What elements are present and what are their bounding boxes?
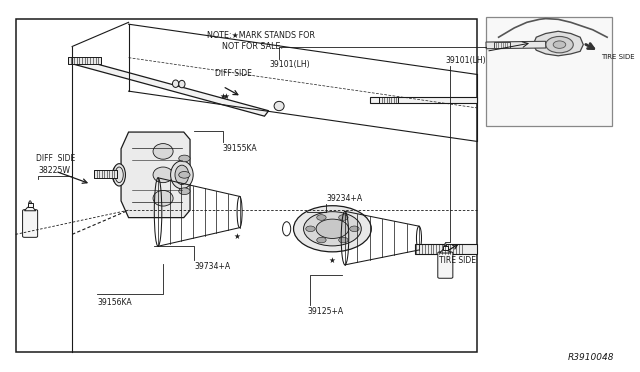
Circle shape (339, 215, 348, 220)
Bar (443, 246, 448, 250)
Text: DIFF  SIDE: DIFF SIDE (36, 154, 76, 163)
Text: 39101(LH): 39101(LH) (269, 60, 310, 68)
Ellipse shape (153, 190, 173, 206)
Circle shape (306, 226, 315, 231)
Text: TIRE SIDE: TIRE SIDE (601, 54, 634, 60)
Circle shape (339, 237, 348, 243)
Text: 39234+A: 39234+A (326, 194, 362, 203)
Ellipse shape (171, 161, 193, 189)
Circle shape (553, 41, 566, 48)
Ellipse shape (179, 80, 185, 88)
Ellipse shape (274, 102, 284, 111)
Ellipse shape (153, 167, 173, 183)
Circle shape (303, 212, 361, 246)
Ellipse shape (112, 166, 122, 184)
Text: ★: ★ (234, 232, 241, 241)
FancyBboxPatch shape (68, 57, 101, 64)
Polygon shape (29, 201, 31, 203)
Text: ★: ★ (329, 256, 336, 265)
Polygon shape (24, 207, 36, 211)
Ellipse shape (173, 80, 179, 87)
Bar (486, 17, 612, 126)
FancyBboxPatch shape (494, 42, 509, 48)
FancyBboxPatch shape (94, 170, 116, 178)
Text: TIRE SIDE: TIRE SIDE (439, 256, 476, 264)
Polygon shape (533, 31, 583, 56)
Bar (16, 19, 477, 352)
Polygon shape (440, 250, 451, 253)
Text: R3910048: R3910048 (568, 353, 614, 362)
Text: 39734+A: 39734+A (195, 262, 230, 271)
Text: 39155KA: 39155KA (223, 144, 257, 153)
FancyBboxPatch shape (417, 244, 461, 254)
FancyBboxPatch shape (22, 210, 38, 237)
Ellipse shape (153, 144, 173, 159)
Ellipse shape (175, 165, 189, 185)
Polygon shape (121, 132, 190, 218)
Polygon shape (73, 59, 269, 116)
Polygon shape (444, 244, 447, 246)
Ellipse shape (113, 164, 125, 186)
Text: ★: ★ (222, 92, 229, 101)
Text: NOTE:★MARK STANDS FOR
      NOT FOR SALE.: NOTE:★MARK STANDS FOR NOT FOR SALE. (207, 31, 315, 51)
Text: 39125+A: 39125+A (307, 307, 344, 316)
FancyBboxPatch shape (438, 252, 453, 278)
Polygon shape (415, 244, 477, 254)
Circle shape (317, 215, 326, 220)
Ellipse shape (179, 171, 190, 178)
Circle shape (349, 226, 359, 231)
Polygon shape (370, 97, 477, 103)
Text: ★: ★ (220, 92, 226, 100)
Circle shape (294, 206, 371, 252)
Polygon shape (486, 41, 546, 49)
Circle shape (317, 237, 326, 243)
Text: 38225W: 38225W (39, 166, 71, 175)
Ellipse shape (179, 188, 190, 195)
Text: 39156KA: 39156KA (97, 298, 132, 307)
Bar (28, 203, 33, 207)
Circle shape (546, 36, 573, 53)
Ellipse shape (179, 155, 190, 162)
Text: DIFF SIDE: DIFF SIDE (214, 69, 252, 78)
Circle shape (316, 219, 349, 238)
FancyBboxPatch shape (380, 97, 398, 103)
Text: 39101(LH): 39101(LH) (445, 56, 486, 65)
